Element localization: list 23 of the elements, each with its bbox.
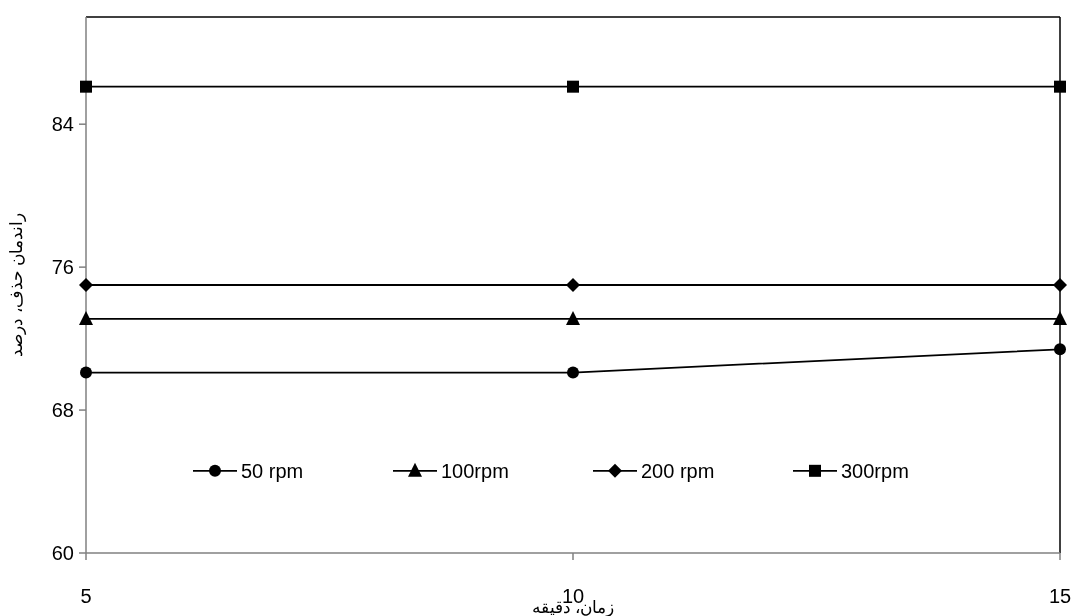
point [80,366,92,379]
point [80,80,92,93]
y-tick-label: 84 [51,113,74,136]
y-axis-title: راندمان حذف، درصد [7,212,27,358]
legend-label: 200 rpm [641,459,715,482]
x-tick-label: 15 [1048,585,1072,607]
point [79,278,93,292]
point [567,80,579,93]
legend-label: 50 rpm [241,459,304,482]
point [1053,310,1067,325]
y-tick-label: 76 [51,256,74,279]
y-tick-label: 68 [51,399,74,422]
point [1053,278,1067,292]
legend-label: 100rpm [441,459,509,482]
point [1054,80,1066,93]
x-tick-label: 5 [80,585,92,607]
point [1054,343,1066,356]
point [566,310,580,325]
legend-label: 300rpm [841,459,909,482]
point [567,366,579,379]
point [79,310,93,325]
y-tick-label: 60 [51,542,74,564]
point [566,278,580,292]
